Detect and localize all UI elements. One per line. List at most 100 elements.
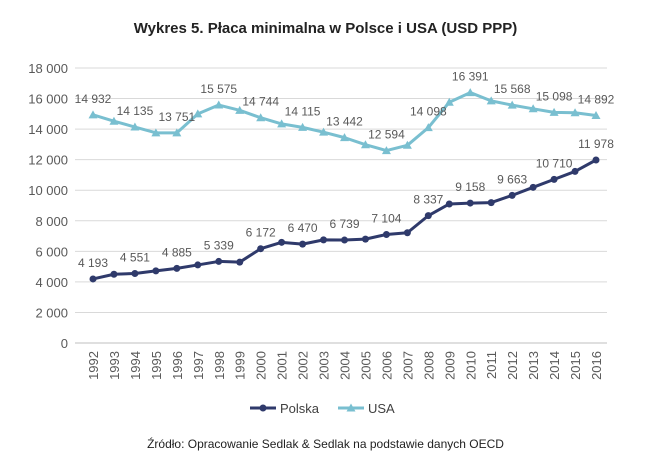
data-point: [381, 146, 391, 155]
data-point: [278, 238, 286, 246]
data-label: 15 568: [494, 82, 531, 96]
x-tick-label: 1996: [170, 351, 185, 380]
x-tick-label: 1998: [212, 351, 227, 380]
data-label: 4 885: [162, 245, 192, 259]
data-point: [360, 140, 370, 149]
y-tick-label: 14 000: [28, 122, 68, 137]
x-tick-label: 2015: [568, 351, 583, 380]
data-label: 15 098: [536, 89, 573, 103]
y-tick-label: 10 000: [28, 183, 68, 198]
data-label: 6 470: [288, 221, 318, 235]
data-point: [592, 156, 600, 164]
data-point: [193, 109, 203, 118]
data-point: [529, 183, 537, 191]
y-tick-label: 16 000: [28, 92, 68, 107]
data-point: [151, 128, 161, 137]
x-tick-label: 2003: [317, 351, 332, 380]
chart-title: Wykres 5. Płaca minimalna w Polsce i USA…: [133, 20, 518, 37]
data-point: [403, 229, 411, 237]
data-point: [570, 108, 580, 117]
y-tick-label: 4 000: [35, 275, 68, 290]
data-label: 9 158: [455, 180, 485, 194]
data-point: [487, 199, 495, 207]
data-point: [571, 167, 579, 175]
y-tick-label: 2 000: [35, 305, 68, 320]
data-label: 14 115: [285, 104, 321, 118]
x-tick-label: 1994: [128, 351, 143, 380]
data-label: 14 744: [242, 95, 279, 109]
y-tick-label: 18 000: [28, 61, 68, 76]
data-point: [402, 140, 412, 149]
data-label: 5 339: [204, 238, 234, 252]
data-point: [320, 236, 328, 244]
x-tick-label: 2014: [547, 351, 562, 380]
data-point: [257, 245, 265, 253]
data-label: 13 751: [158, 110, 195, 124]
data-label: 14 932: [75, 92, 112, 106]
x-tick-label: 2008: [421, 351, 436, 380]
data-point: [173, 264, 181, 272]
x-tick-label: 2016: [589, 351, 604, 380]
data-point: [466, 199, 474, 207]
data-point: [591, 110, 601, 119]
data-label: 7 104: [371, 211, 401, 225]
y-tick-label: 6 000: [35, 244, 68, 259]
data-label: 14 892: [578, 92, 615, 106]
x-tick-label: 1999: [233, 351, 248, 380]
x-tick-label: 2004: [338, 351, 353, 380]
x-tick-label: 1992: [86, 351, 101, 380]
data-point: [298, 122, 308, 131]
y-tick-label: 12 000: [28, 153, 68, 168]
data-point: [361, 235, 369, 243]
legend-marker: [346, 403, 356, 412]
data-point: [341, 236, 348, 244]
chart-source: Źródło: Opracowanie Sedlak & Sedlak na p…: [147, 437, 504, 451]
data-label: 14 135: [117, 104, 154, 118]
x-tick-label: 2009: [442, 351, 457, 380]
data-point: [130, 122, 140, 131]
x-tick-label: 2001: [275, 351, 290, 380]
data-point: [507, 100, 517, 109]
legend-label-usa: USA: [368, 401, 395, 416]
x-tick-label: 2006: [379, 351, 394, 380]
data-point: [277, 119, 287, 128]
x-tick-label: 2011: [484, 351, 499, 379]
x-tick-label: 1993: [107, 351, 122, 380]
data-point: [382, 230, 390, 238]
data-label: 16 391: [452, 70, 489, 84]
data-label: 11 978: [578, 137, 614, 151]
x-tick-label: 2005: [358, 351, 373, 380]
data-point: [299, 240, 307, 248]
data-point: [465, 88, 475, 97]
data-point: [152, 267, 160, 275]
data-label: 6 739: [329, 217, 359, 231]
data-point: [528, 104, 538, 113]
data-point: [236, 258, 244, 266]
data-point: [89, 275, 97, 283]
data-point: [109, 116, 119, 125]
data-point: [550, 175, 558, 183]
data-point: [215, 257, 223, 265]
data-point: [256, 113, 266, 122]
data-point: [486, 96, 496, 105]
x-tick-label: 2007: [400, 351, 415, 380]
data-point: [319, 127, 329, 136]
y-tick-label: 0: [61, 336, 68, 351]
data-label: 9 663: [497, 172, 527, 186]
data-point: [172, 128, 182, 137]
legend-label-polska: Polska: [280, 401, 320, 416]
data-point: [508, 191, 516, 199]
data-label: 12 594: [368, 128, 405, 142]
data-label: 8 337: [413, 193, 443, 207]
data-point: [424, 212, 432, 220]
data-label: 10 710: [536, 156, 573, 170]
x-tick-label: 2000: [254, 351, 269, 380]
data-point: [235, 105, 245, 114]
data-point: [444, 97, 454, 106]
data-label: 4 551: [120, 250, 150, 264]
data-point: [549, 107, 559, 116]
x-tick-label: 2012: [505, 351, 520, 380]
data-point: [445, 200, 453, 208]
